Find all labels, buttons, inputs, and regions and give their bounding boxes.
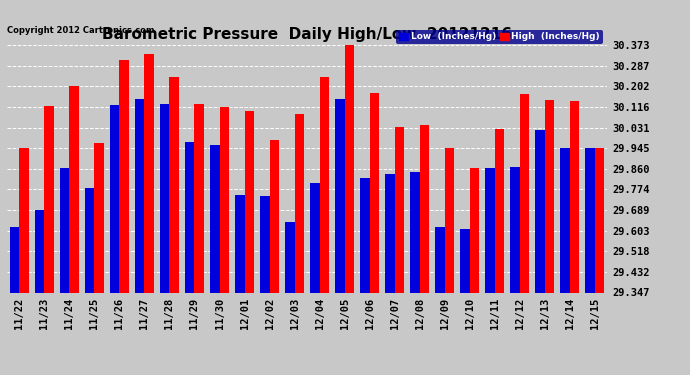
Bar xyxy=(335,99,344,292)
Bar xyxy=(370,93,379,292)
Bar xyxy=(460,229,470,292)
Bar xyxy=(144,54,154,292)
Text: Copyright 2012 Cartronics.com: Copyright 2012 Cartronics.com xyxy=(7,26,155,35)
Bar xyxy=(444,148,454,292)
Bar xyxy=(170,77,179,292)
Bar xyxy=(119,60,129,292)
Bar xyxy=(385,174,395,292)
Bar xyxy=(185,142,195,292)
Bar xyxy=(60,168,70,292)
Bar xyxy=(35,210,44,292)
Bar xyxy=(435,227,444,292)
Bar xyxy=(585,148,595,292)
Bar xyxy=(285,222,295,292)
Title: Barometric Pressure  Daily High/Low  20121216: Barometric Pressure Daily High/Low 20121… xyxy=(102,27,512,42)
Bar xyxy=(235,195,244,292)
Bar xyxy=(110,105,119,292)
Bar xyxy=(535,130,544,292)
Bar xyxy=(244,111,254,292)
Bar xyxy=(19,147,29,292)
Bar xyxy=(95,143,104,292)
Bar xyxy=(219,107,229,292)
Bar xyxy=(544,100,554,292)
Bar xyxy=(344,45,354,292)
Bar xyxy=(195,104,204,292)
Bar xyxy=(310,183,319,292)
Bar xyxy=(495,129,504,292)
Bar xyxy=(295,114,304,292)
Bar xyxy=(485,168,495,292)
Bar xyxy=(260,196,270,292)
Bar xyxy=(410,172,420,292)
Bar xyxy=(510,167,520,292)
Bar xyxy=(470,168,479,292)
Bar xyxy=(44,106,54,292)
Bar xyxy=(595,148,604,292)
Bar xyxy=(520,94,529,292)
Bar xyxy=(85,188,95,292)
Bar xyxy=(135,99,144,292)
Bar xyxy=(420,125,429,292)
Bar xyxy=(560,148,570,292)
Bar xyxy=(360,178,370,292)
Bar xyxy=(10,226,19,292)
Bar xyxy=(70,86,79,292)
Bar xyxy=(395,126,404,292)
Bar xyxy=(570,101,579,292)
Bar xyxy=(270,140,279,292)
Bar xyxy=(160,104,170,292)
Legend: Low  (Inches/Hg), High  (Inches/Hg): Low (Inches/Hg), High (Inches/Hg) xyxy=(396,30,602,44)
Bar xyxy=(319,77,329,292)
Bar xyxy=(210,145,219,292)
